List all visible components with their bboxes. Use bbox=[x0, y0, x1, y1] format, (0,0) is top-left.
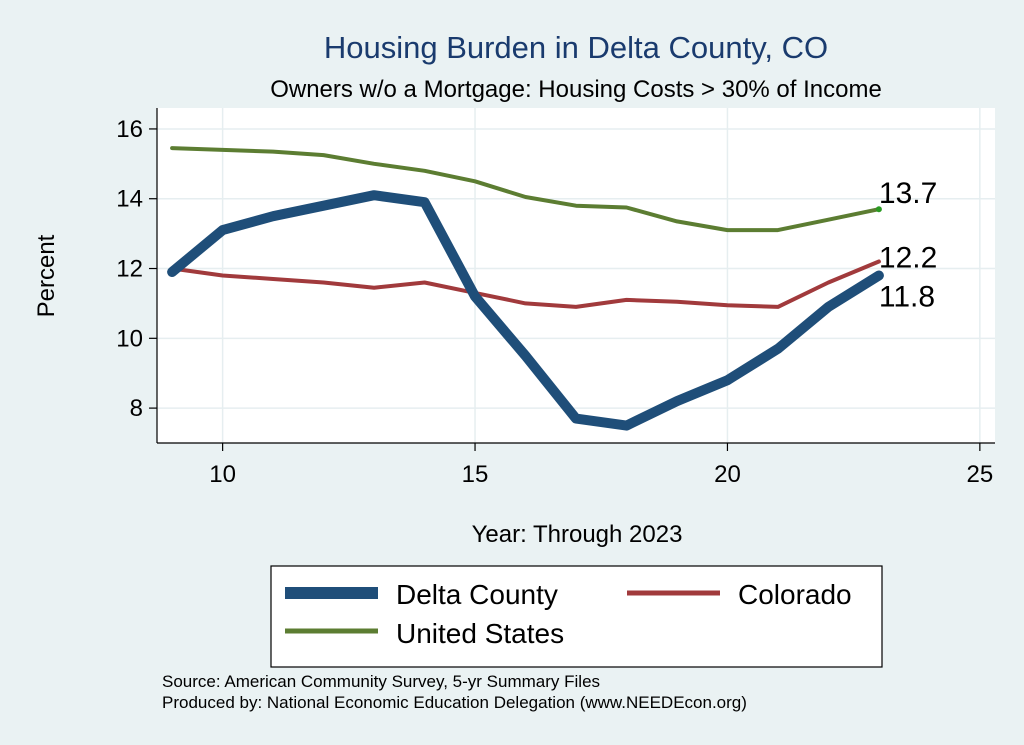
end-marker-united-states bbox=[875, 206, 882, 213]
y-tick-label-16: 16 bbox=[116, 116, 143, 143]
y-tick-label-8: 8 bbox=[130, 395, 143, 422]
series-lines bbox=[167, 146, 884, 431]
legend-label-delta-county: Delta County bbox=[396, 579, 558, 610]
producer-note: Produced by: National Economic Education… bbox=[162, 693, 747, 712]
x-tick-label-20: 20 bbox=[714, 461, 741, 488]
x-tick-label-25: 25 bbox=[967, 461, 994, 488]
y-tick-label-14: 14 bbox=[116, 186, 143, 213]
legend-label-united-states: United States bbox=[396, 618, 564, 649]
x-tick-label-10: 10 bbox=[209, 461, 236, 488]
series-line-delta-county bbox=[167, 190, 884, 431]
y-axis-ticks: 8 10 12 14 16 bbox=[116, 116, 157, 422]
legend-label-colorado: Colorado bbox=[738, 579, 852, 610]
y-axis-label: Percent bbox=[33, 234, 60, 317]
chart-title: Housing Burden in Delta County, CO bbox=[324, 30, 828, 65]
end-label-delta-county: 11.8 bbox=[879, 281, 935, 314]
chart-subtitle: Owners w/o a Mortgage: Housing Costs > 3… bbox=[270, 76, 882, 103]
y-tick-label-10: 10 bbox=[116, 325, 143, 352]
end-label-colorado: 12.2 bbox=[879, 242, 937, 275]
x-tick-label-15: 15 bbox=[462, 461, 489, 488]
x-axis-ticks: 10 15 20 25 bbox=[209, 443, 993, 488]
y-tick-label-12: 12 bbox=[116, 256, 143, 283]
end-label-united-states: 13.7 bbox=[879, 177, 937, 210]
plot-area bbox=[157, 108, 995, 443]
series-line-united-states bbox=[170, 146, 881, 233]
series-line-colorado bbox=[170, 259, 881, 309]
x-axis-label: Year: Through 2023 bbox=[472, 521, 683, 548]
end-labels: 11.8 12.2 13.7 bbox=[875, 177, 937, 314]
source-note: Source: American Community Survey, 5-yr … bbox=[162, 672, 600, 691]
legend-box bbox=[270, 565, 883, 668]
